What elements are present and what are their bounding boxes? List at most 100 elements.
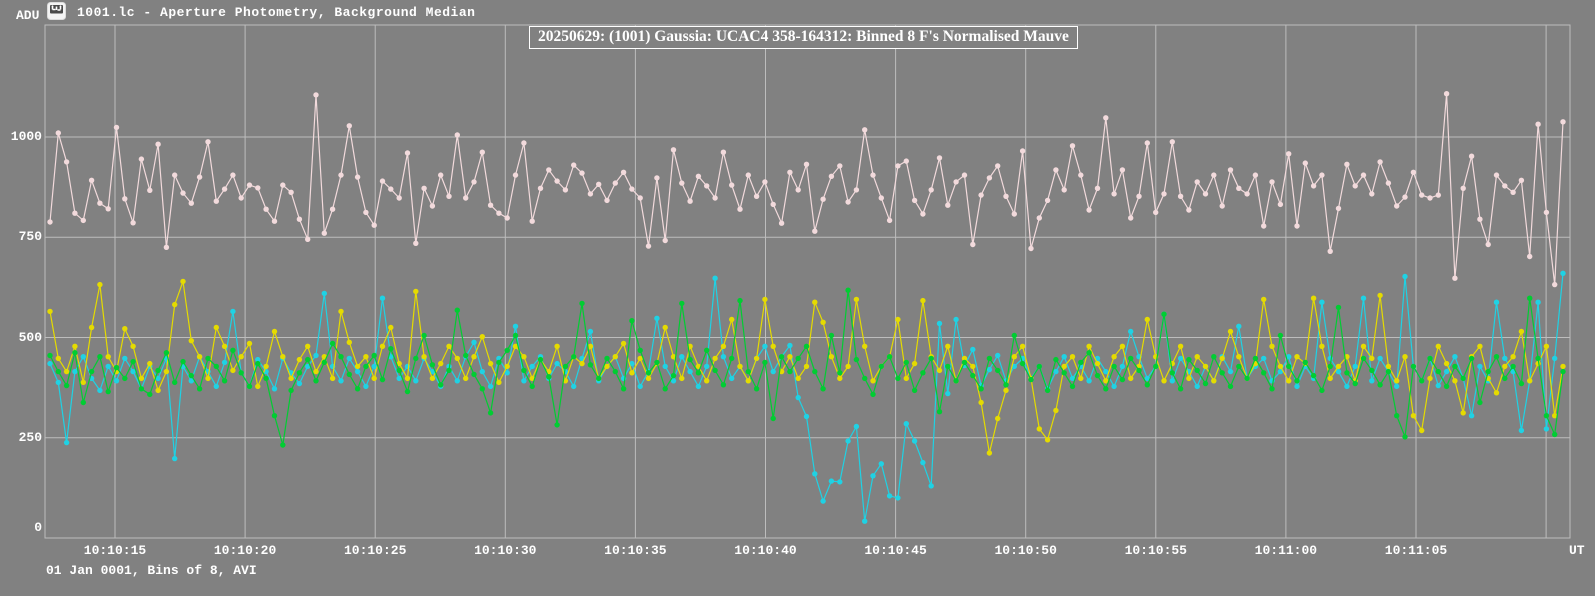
yellow-series-point[interactable] xyxy=(604,363,610,370)
mauve-normalised-series-point[interactable] xyxy=(1460,185,1466,191)
green-series-point[interactable] xyxy=(1427,355,1433,362)
yellow-series-point[interactable] xyxy=(853,296,860,303)
cyan-series-point[interactable] xyxy=(812,471,818,477)
green-series-point[interactable] xyxy=(1028,376,1034,383)
mauve-normalised-series-point[interactable] xyxy=(196,174,203,180)
green-series-point[interactable] xyxy=(837,370,843,376)
yellow-series-point[interactable] xyxy=(753,355,760,362)
green-series-point[interactable] xyxy=(1535,355,1541,362)
cyan-series-point[interactable] xyxy=(803,413,810,420)
cyan-series-point[interactable] xyxy=(313,352,319,359)
yellow-series-point[interactable] xyxy=(496,379,502,386)
cyan-series-point[interactable] xyxy=(862,518,868,524)
mauve-normalised-series-point[interactable] xyxy=(911,197,918,204)
yellow-series-point[interactable] xyxy=(188,338,194,344)
mauve-normalised-series-point[interactable] xyxy=(130,220,136,226)
yellow-series-point[interactable] xyxy=(105,354,111,360)
green-series-point[interactable] xyxy=(936,409,943,415)
yellow-series-point[interactable] xyxy=(80,379,87,386)
yellow-series-point[interactable] xyxy=(1294,354,1300,360)
mauve-normalised-series-point[interactable] xyxy=(1435,192,1442,198)
cyan-series-point[interactable] xyxy=(695,383,702,390)
green-series-point[interactable] xyxy=(163,350,170,356)
yellow-series-point[interactable] xyxy=(787,354,793,360)
green-series-point[interactable] xyxy=(1236,363,1242,370)
cyan-series-point[interactable] xyxy=(820,498,826,504)
green-series-point[interactable] xyxy=(438,382,444,388)
mauve-normalised-series-point[interactable] xyxy=(263,206,269,212)
cyan-series-point[interactable] xyxy=(512,323,519,329)
mauve-normalised-series-point[interactable] xyxy=(487,202,494,208)
green-series-point[interactable] xyxy=(1011,332,1017,339)
green-series-point[interactable] xyxy=(471,371,477,378)
yellow-series-point[interactable] xyxy=(396,360,402,367)
mauve-normalised-series-point[interactable] xyxy=(1352,183,1358,189)
yellow-series-point[interactable] xyxy=(1410,413,1417,419)
mauve-normalised-series-point[interactable] xyxy=(404,150,411,156)
green-series-point[interactable] xyxy=(271,413,278,419)
green-series-point[interactable] xyxy=(571,354,577,360)
green-series-point[interactable] xyxy=(504,347,510,353)
mauve-normalised-series-point[interactable] xyxy=(1028,245,1034,252)
yellow-series-point[interactable] xyxy=(970,363,976,370)
yellow-series-point[interactable] xyxy=(413,288,419,295)
mauve-normalised-series-point[interactable] xyxy=(1153,209,1159,216)
green-series-point[interactable] xyxy=(587,362,594,368)
cyan-series-point[interactable] xyxy=(1560,270,1566,276)
yellow-series-point[interactable] xyxy=(155,387,161,394)
mauve-normalised-series-point[interactable] xyxy=(812,228,818,234)
cyan-series-point[interactable] xyxy=(429,368,436,375)
mauve-normalised-series-point[interactable] xyxy=(213,198,219,204)
mauve-normalised-series-point[interactable] xyxy=(978,192,984,198)
mauve-normalised-series-point[interactable] xyxy=(88,177,95,183)
green-series-point[interactable] xyxy=(1302,359,1309,366)
cyan-series-point[interactable] xyxy=(762,343,768,349)
cyan-series-point[interactable] xyxy=(554,360,560,367)
yellow-series-point[interactable] xyxy=(463,375,469,382)
mauve-normalised-series-point[interactable] xyxy=(571,162,577,168)
green-series-point[interactable] xyxy=(753,386,760,392)
yellow-series-point[interactable] xyxy=(1502,363,1508,370)
green-series-point[interactable] xyxy=(820,386,826,392)
green-series-point[interactable] xyxy=(512,332,519,339)
green-series-point[interactable] xyxy=(654,359,660,366)
yellow-series-point[interactable] xyxy=(1177,343,1184,349)
cyan-series-point[interactable] xyxy=(354,368,361,375)
cyan-series-point[interactable] xyxy=(970,346,976,353)
mauve-normalised-series-point[interactable] xyxy=(1086,207,1092,213)
mauve-normalised-series-point[interactable] xyxy=(1252,172,1259,178)
yellow-series-point[interactable] xyxy=(221,343,228,349)
green-series-point[interactable] xyxy=(338,354,344,360)
yellow-series-point[interactable] xyxy=(1518,328,1525,335)
yellow-series-point[interactable] xyxy=(138,375,145,382)
green-series-point[interactable] xyxy=(970,372,976,379)
green-series-point[interactable] xyxy=(246,383,253,390)
cyan-series-point[interactable] xyxy=(529,363,535,370)
green-series-point[interactable] xyxy=(1352,380,1358,387)
mauve-normalised-series-point[interactable] xyxy=(1419,192,1425,198)
yellow-series-point[interactable] xyxy=(1360,343,1367,349)
yellow-series-point[interactable] xyxy=(446,343,452,349)
mauve-normalised-series-point[interactable] xyxy=(163,244,170,250)
green-series-point[interactable] xyxy=(88,368,95,375)
cyan-series-point[interactable] xyxy=(886,493,893,499)
green-series-point[interactable] xyxy=(828,332,835,339)
yellow-series-point[interactable] xyxy=(97,281,103,288)
mauve-normalised-series-point[interactable] xyxy=(1427,195,1433,201)
mauve-normalised-series-point[interactable] xyxy=(429,203,436,209)
green-series-point[interactable] xyxy=(379,376,386,383)
green-series-point[interactable] xyxy=(1369,367,1375,374)
mauve-normalised-series-point[interactable] xyxy=(745,172,751,178)
cyan-series-point[interactable] xyxy=(479,368,485,375)
yellow-series-point[interactable] xyxy=(862,343,868,349)
mauve-normalised-series-point[interactable] xyxy=(321,230,327,236)
cyan-series-point[interactable] xyxy=(47,360,53,367)
mauve-normalised-series-point[interactable] xyxy=(662,237,668,244)
green-series-point[interactable] xyxy=(961,359,968,366)
mauve-normalised-series-point[interactable] xyxy=(637,195,643,201)
mauve-normalised-series-point[interactable] xyxy=(1211,172,1217,178)
green-series-point[interactable] xyxy=(97,354,103,360)
yellow-series-point[interactable] xyxy=(230,367,236,374)
yellow-series-point[interactable] xyxy=(704,378,710,384)
green-series-point[interactable] xyxy=(1003,382,1009,388)
